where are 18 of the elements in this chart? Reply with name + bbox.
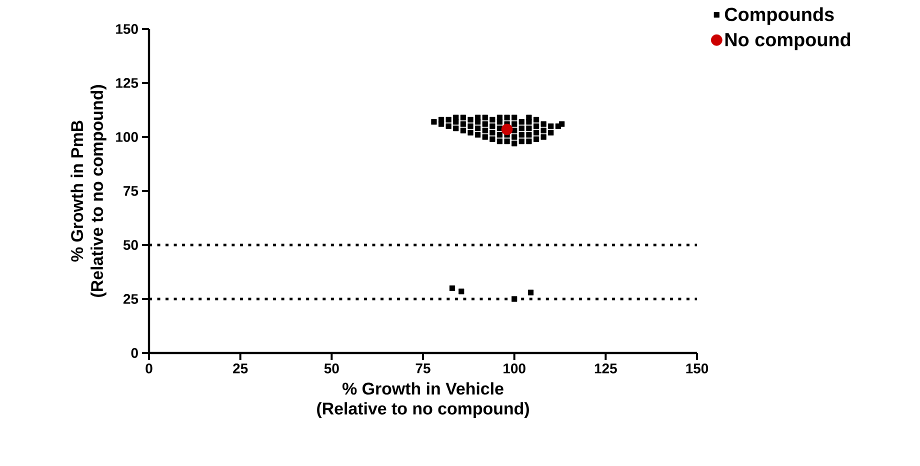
y-tick-label: 100 [116, 132, 138, 142]
y-tick-label: 150 [116, 24, 138, 34]
x-tick-label: 50 [324, 364, 339, 374]
x-axis-title: % Growth in Vehicle (Relative to no compound) [317, 382, 529, 418]
x-tick-label: 25 [233, 364, 248, 374]
y-tick-label: 125 [116, 78, 138, 88]
legend-label: Compounds [724, 7, 834, 25]
legend-label: No compound [725, 32, 850, 50]
x-tick-label: 150 [686, 364, 708, 374]
y-tick-label: 0 [131, 348, 138, 358]
x-tick-label: 75 [416, 364, 430, 374]
y-tick-label: 50 [123, 240, 138, 250]
x-tick-label: 100 [504, 364, 526, 374]
x-tick-label: 125 [594, 364, 617, 374]
y-axis-title: % Growth in PmB (Relative to no compound) [70, 85, 106, 297]
x-tick-label: 0 [146, 364, 152, 374]
y-tick-label: 25 [123, 294, 138, 304]
y-tick-label: 75 [124, 186, 138, 196]
